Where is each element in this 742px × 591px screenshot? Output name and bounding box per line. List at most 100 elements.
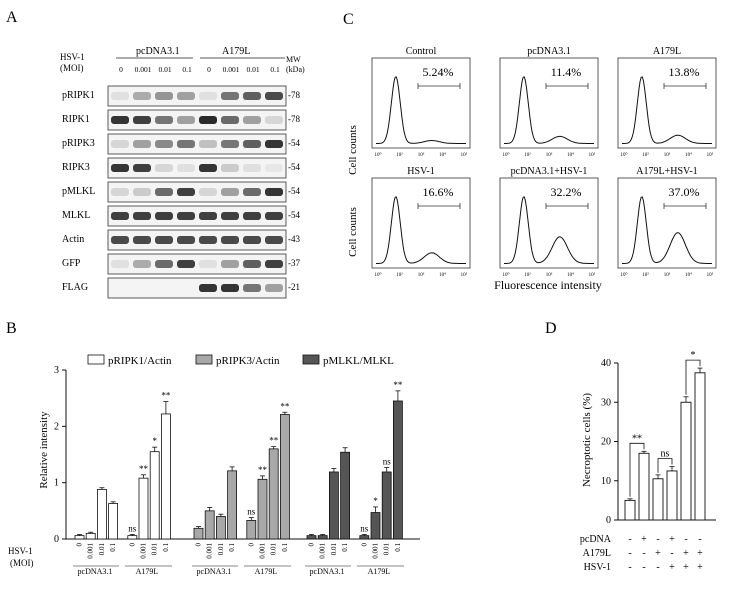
flow-gate-percent: 5.24% [423,65,454,79]
flow-histogram-curve [622,196,712,264]
flow-tick-label: 10³ [546,272,553,278]
blot-row-label: pMLKL [62,186,95,197]
flow-tick-label: 10⁴ [567,152,574,158]
blot-band [177,92,195,100]
chart-d-ylabel: Necroptotic cells (%) [581,393,593,487]
chart-b-y-tick-label: 1 [54,478,59,489]
flow-gate-percent: 37.0% [669,185,700,199]
blot-row-label: Actin [62,234,84,245]
chart-b-bar [246,520,257,540]
panel-letter-c: C [343,11,354,28]
blot-band [111,164,129,172]
chart-d-significance: * [691,350,696,361]
chart-b-x-tick-label: 0.001 [259,543,267,559]
blot-mw-label-1: MW [286,55,301,64]
flow-tick-label: 10⁵ [707,272,714,278]
flow-tick-label: 10³ [418,272,425,278]
chart-d-bracket [685,359,701,395]
chart-b-bar [268,448,279,540]
flow-histogram-curve [376,196,466,264]
blot-band [133,92,151,100]
flow-histogram-frame [617,177,717,269]
blot-band [199,284,217,292]
blot-band [155,260,173,268]
blot-band [133,260,151,268]
chart-b-bar [359,535,370,540]
chart-d-sign: + [683,548,689,559]
flow-tick-label: 10⁵ [589,272,596,278]
chart-d-sign: - [684,534,687,545]
blot-moi-value: 0 [119,65,123,74]
blot-band [199,92,217,100]
blot-moi-value: 0.001 [135,65,152,74]
flow-tick-label: 10⁴ [567,272,574,278]
chart-d-bar [652,478,664,521]
chart-d-sign: - [628,548,631,559]
blot-mw-marker: -54 [288,186,300,196]
blot-moi-value: 0 [207,65,211,74]
blot-strip [107,277,287,299]
chart-d-sign: + [697,562,703,573]
blot-band [243,140,261,148]
blot-band [221,92,239,100]
chart-d-sign: + [683,562,689,573]
chart-b-significance: ** [280,401,290,411]
blot-band [155,236,173,244]
chart-b-moi-label-1: HSV-1 [8,546,33,556]
flow-histogram-title: Control [406,46,437,57]
blot-mw-marker: -54 [288,210,300,220]
chart-b-bar [204,510,215,540]
chart-b-x-tick-label: 0 [128,543,136,547]
blot-band [199,260,217,268]
blot-band [243,164,261,172]
chart-b-significance: ns [128,523,137,533]
chart-b-legend-swatch [302,354,320,365]
blot-band [221,188,239,196]
chart-b-significance: ** [139,464,149,474]
flow-tick-label: 10⁰ [620,152,627,158]
chart-d-sign: - [628,534,631,545]
chart-b-significance: ** [393,380,403,390]
blot-band [243,116,261,124]
chart-d-sign: + [669,534,675,545]
chart-b-x-tick-label: 0 [247,543,255,547]
chart-b-x-tick-label: 0.01 [330,543,338,556]
flow-tick-label: 10³ [664,272,671,278]
blot-mw-marker: -37 [288,258,300,268]
chart-d-sign: - [628,562,631,573]
chart-b-bar [317,535,328,540]
chart-b-bar [328,471,339,540]
flow-gate-percent: 16.6% [423,185,454,199]
chart-d-bar [694,372,706,521]
flow-histogram: Control 5.24% 10⁰ 10² 10³ 10⁴ 10⁵ [371,46,471,158]
blot-band [133,164,151,172]
chart-d-sign: + [641,534,647,545]
blot-band [265,212,283,220]
flow-tick-label: 10⁴ [439,272,446,278]
blot-band [177,140,195,148]
chart-d-bracket [657,458,673,473]
chart-d-sign: - [670,548,673,559]
blot-mw-marker: -21 [288,282,300,292]
blot-band [199,164,217,172]
blot-band [265,116,283,124]
chart-b-significance: ns [360,523,369,533]
blot-rows: pRIPK1 -78 RIPK1 -78 pRIPK3 -54 RIPK3 -54 pMLKL -… [62,85,300,299]
blot-band [133,188,151,196]
flow-tick-label: 10³ [418,152,425,158]
blot-band [265,92,283,100]
chart-d-row-label: A179L [583,548,611,559]
chart-b-bar [97,489,107,540]
chart-b-x-tick-label: 0.01 [217,543,225,556]
chart-b-bar [392,400,403,540]
chart-b-legend-label: pRIPK1/Actin [108,355,172,367]
chart-b-bar [138,477,149,540]
flow-histogram-frame [371,177,471,269]
flow-tick-label: 10⁰ [374,272,381,278]
chart-b-x-tick-label: 0 [360,543,368,547]
flow-tick-label: 10² [396,152,403,158]
chart-b-x-tick-label: 0.01 [151,543,159,556]
chart-b-significance: * [373,496,378,506]
